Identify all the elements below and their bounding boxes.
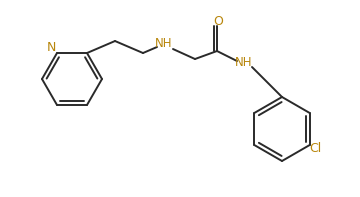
- Text: NH: NH: [155, 36, 173, 49]
- Text: N: N: [47, 41, 56, 54]
- Text: Cl: Cl: [310, 142, 322, 155]
- Text: O: O: [213, 15, 223, 28]
- Text: NH: NH: [235, 56, 253, 69]
